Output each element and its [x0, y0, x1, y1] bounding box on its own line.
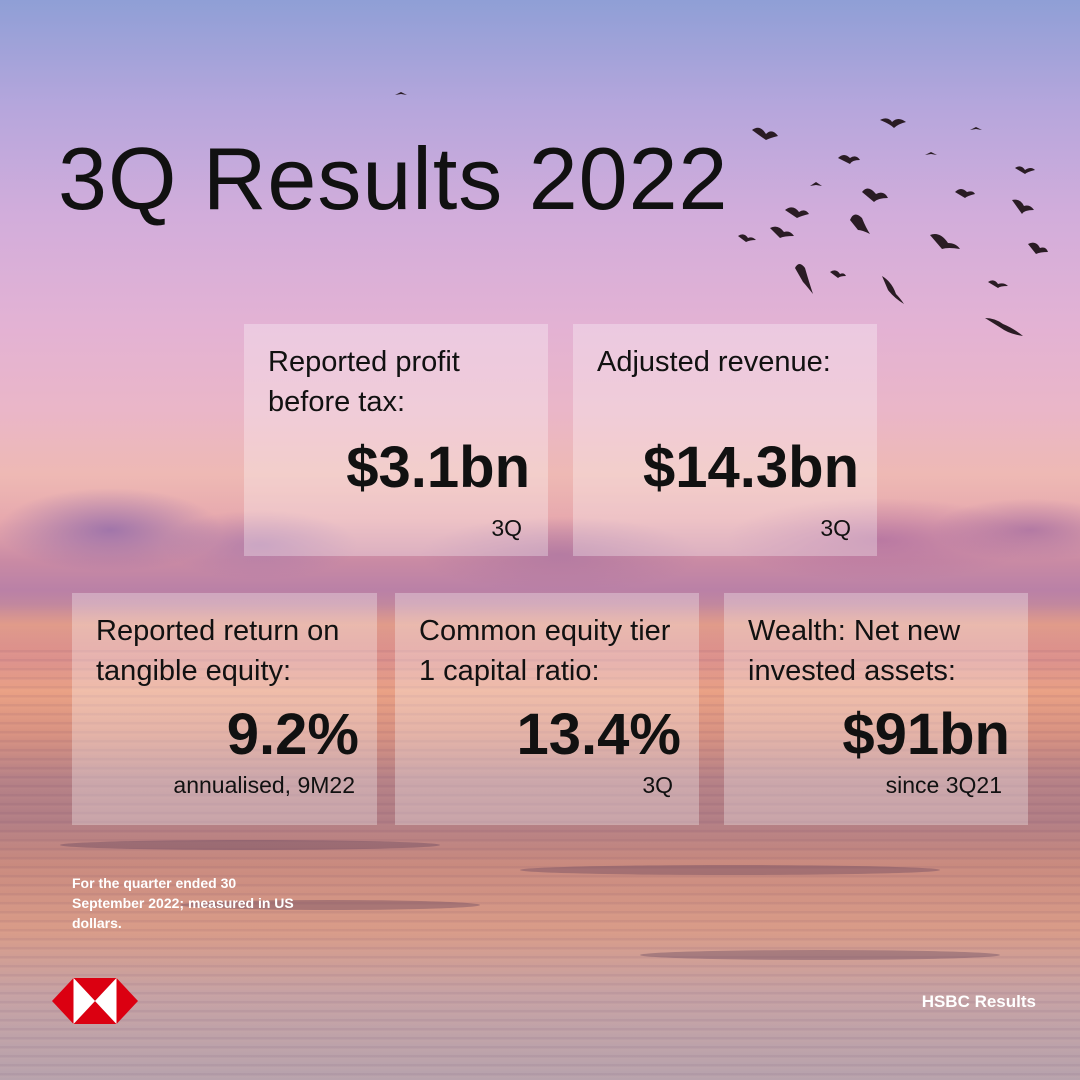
rote-note: annualised, 9M22	[173, 772, 355, 798]
rote-label: Reported return on tangible equity:	[96, 615, 340, 687]
rote-card: Reported return on tangible equity: 9.2%…	[72, 593, 377, 825]
profit-note: 3Q	[491, 515, 522, 541]
wealth-label: Wealth: Net new invested assets:	[748, 615, 961, 687]
revenue-value: $14.3bn	[643, 435, 859, 500]
page-title: 3Q Results 2022	[58, 129, 729, 228]
revenue-note: 3Q	[820, 515, 851, 541]
water-surface	[0, 650, 1080, 1080]
wealth-card: Wealth: Net new invested assets: $91bn s…	[724, 593, 1028, 825]
flying-birds-icon	[395, 92, 1048, 336]
cloud-band	[0, 470, 1080, 600]
revenue-label: Adjusted revenue:	[597, 346, 831, 378]
rote-value: 9.2%	[226, 702, 359, 767]
profit-value: $3.1bn	[346, 435, 530, 500]
cet1-label: Common equity tier 1 capital ratio:	[419, 615, 671, 687]
brand-label: HSBC Results	[921, 992, 1036, 1011]
horizon-glow	[0, 590, 1080, 660]
cet1-note: 3Q	[642, 772, 673, 798]
cet1-card: Common equity tier 1 capital ratio: 13.4…	[395, 593, 699, 825]
revenue-card: Adjusted revenue: $14.3bn 3Q	[573, 324, 877, 556]
profit-label: Reported profit before tax:	[268, 346, 460, 418]
hsbc-hexagon-logo-icon	[52, 978, 138, 1029]
wealth-note: since 3Q21	[885, 772, 1002, 798]
cet1-value: 13.4%	[516, 702, 681, 767]
wealth-value: $91bn	[842, 702, 1010, 767]
profit-card: Reported profit before tax: $3.1bn 3Q	[244, 324, 548, 556]
footnote: For the quarter ended 30 September 2022;…	[72, 875, 294, 931]
